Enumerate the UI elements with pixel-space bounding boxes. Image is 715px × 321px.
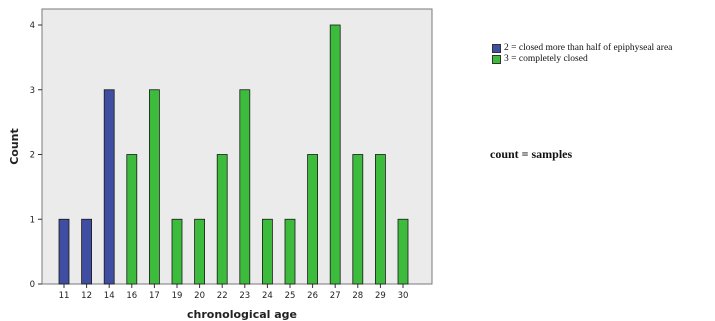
x-tick-label: 30 [398,291,409,301]
bar-green-28 [352,154,364,285]
x-tick-label: 11 [59,291,70,301]
x-tick-label: 22 [217,291,228,301]
legend-item-series-3: 3 = completely closed [492,54,672,65]
bar-green-22 [216,154,228,285]
legend-label-series-3: 3 = completely closed [504,54,588,64]
legend-swatch-blue [492,44,501,53]
x-axis-title: chronological age [187,308,297,321]
y-tick-label: 2 [30,151,35,161]
bar-green-30 [397,218,409,285]
y-tick-label: 4 [30,21,35,31]
y-tick-label: 1 [30,215,35,225]
bar-blue-14 [103,89,115,285]
x-tick-label: 23 [239,291,250,301]
bar-green-24 [261,218,273,285]
x-tick-label: 28 [352,291,363,301]
bar-green-16 [126,154,138,285]
bar-green-20 [194,218,206,285]
x-tick-label: 20 [194,291,205,301]
x-tick-label: 29 [375,291,386,301]
bar-green-17 [148,89,160,285]
bar-green-25 [284,218,296,285]
bar-blue-12 [81,218,92,285]
x-tick-label: 16 [126,291,137,301]
x-tick-label: 12 [81,291,92,301]
x-tick-label: 24 [262,291,273,301]
x-tick-label: 26 [307,291,318,301]
bar-blue-11 [58,218,70,285]
bar-green-23 [239,89,251,285]
plot-area [41,8,433,285]
y-tick-label: 0 [30,280,35,290]
bar-green-26 [307,154,319,285]
x-tick-label: 27 [330,291,341,301]
bar-green-29 [374,154,386,285]
legend: 2 = closed more than half of epiphyseal … [492,43,672,65]
bar-green-19 [171,218,183,285]
x-tick-label: 17 [149,291,160,301]
legend-label-series-2: 2 = closed more than half of epiphyseal … [504,43,673,53]
legend-item-series-2: 2 = closed more than half of epiphyseal … [492,43,672,54]
y-tick-label: 3 [30,86,35,96]
y-axis-title: Count [8,128,21,165]
x-tick-label: 19 [172,291,183,301]
x-tick-label: 14 [104,291,115,301]
x-tick-label: 25 [285,291,296,301]
legend-swatch-green [492,55,501,64]
bar-green-27 [329,24,341,285]
count-note: count = samples [490,147,573,161]
